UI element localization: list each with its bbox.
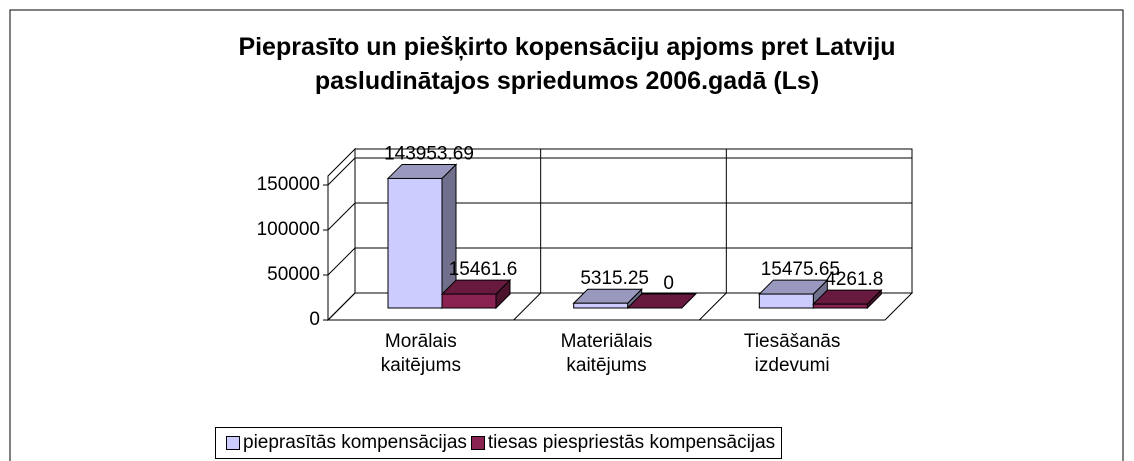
- chart-title: Pieprasīto un piešķirto kopensāciju apjo…: [238, 33, 896, 95]
- grid-line: [327, 247, 912, 276]
- bar: [573, 302, 629, 309]
- category-divider: [513, 292, 542, 321]
- legend-label: pieprasītās kompensācijas: [243, 432, 467, 453]
- legend: pieprasītās kompensācijas tiesas piesprie…: [215, 427, 783, 459]
- x-tick-label: Materiālais kaitējums: [560, 331, 653, 376]
- y-tick-label: 150000: [257, 174, 320, 195]
- bar: [441, 293, 497, 309]
- side-wall: [327, 147, 356, 322]
- y-tick-label: 50000: [267, 264, 320, 285]
- grid-line: [327, 292, 912, 321]
- data-label: 15461.6: [449, 259, 518, 280]
- y-tick-label: 100000: [257, 219, 320, 240]
- grid-line: [327, 202, 912, 231]
- data-label: 143953.69: [384, 143, 474, 164]
- x-tick-label: Tiesāšanās izdevumi: [743, 331, 841, 376]
- legend-swatch: [470, 436, 485, 450]
- data-label: 5315.25: [580, 268, 649, 289]
- x-tick-label: Morālais kaitējums: [380, 331, 461, 376]
- data-label: 0: [663, 273, 674, 294]
- data-label: 4261.8: [825, 269, 883, 290]
- bar-top: [626, 293, 697, 309]
- y-tick-label: 0: [309, 309, 320, 330]
- legend-label: tiesas piespriestās kompensācijas: [487, 432, 776, 453]
- chart-border: [9, 9, 1124, 461]
- data-label: 15475.65: [761, 259, 840, 280]
- grid-line: [327, 157, 912, 186]
- category-divider: [698, 292, 727, 321]
- legend-swatch: [226, 436, 240, 450]
- bar: [387, 177, 443, 309]
- bar: [758, 293, 814, 309]
- bar: [812, 303, 868, 309]
